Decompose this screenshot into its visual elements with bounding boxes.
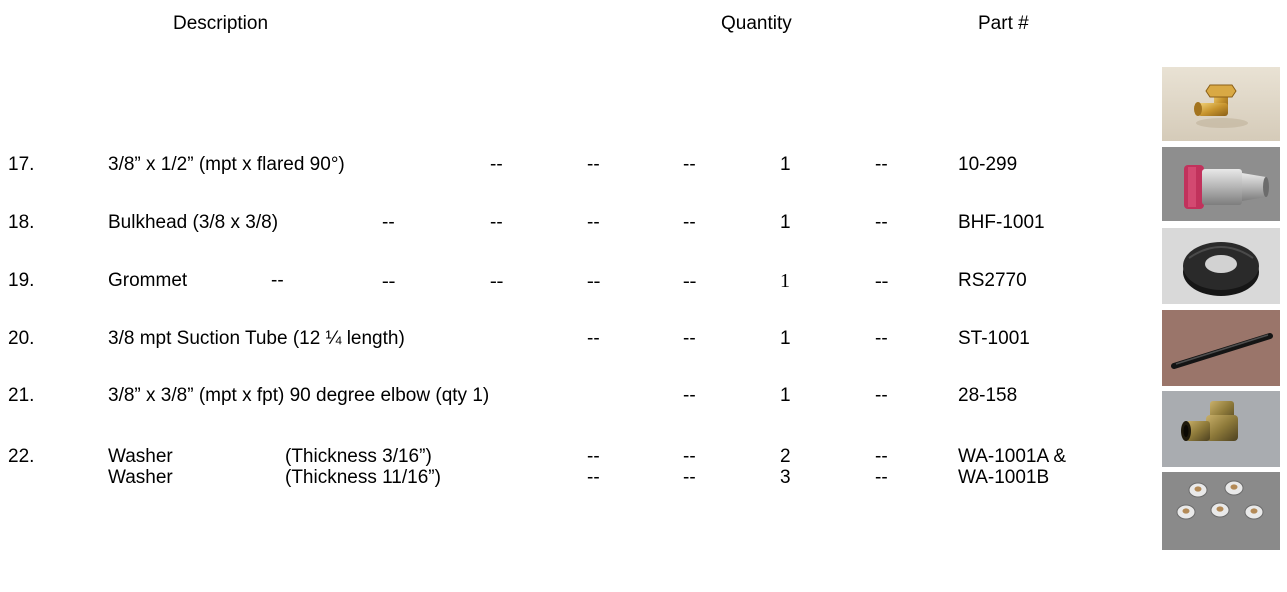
item-part-number: ST-1001: [958, 328, 1030, 349]
item-quantity: 1: [780, 385, 791, 406]
item-spec: (Thickness 3/16”): [285, 446, 432, 467]
dash: --: [382, 270, 396, 292]
washers-icon: [1162, 472, 1280, 550]
item-quantity: 1: [780, 328, 791, 349]
dash: --: [875, 212, 888, 233]
dash: --: [490, 154, 503, 175]
dash: --: [490, 212, 503, 233]
brass-elbow-icon: [1162, 391, 1280, 467]
item-number: 20.: [8, 328, 35, 349]
item-quantity: 3: [780, 467, 791, 488]
dash: --: [875, 467, 888, 488]
item-number: 22.: [8, 446, 35, 467]
dash: --: [382, 212, 395, 233]
dash: --: [875, 446, 888, 467]
dash: --: [271, 270, 284, 291]
dash: --: [587, 270, 601, 292]
dash: --: [587, 467, 600, 488]
dash: --: [875, 154, 888, 175]
suction-tube-icon: [1162, 310, 1280, 386]
item-number: 21.: [8, 385, 35, 406]
item-part-number: WA-1001A &: [958, 446, 1067, 467]
dash: --: [587, 446, 600, 467]
item-part-number: 28-158: [958, 385, 1018, 406]
item-description: Bulkhead (3/8 x 3/8): [108, 212, 279, 233]
dash: --: [683, 328, 696, 349]
item-number: 18.: [8, 212, 35, 233]
dash: --: [587, 212, 600, 233]
dash: --: [683, 270, 697, 292]
dash: --: [683, 385, 696, 406]
item-part-number: 10-299: [958, 154, 1018, 175]
item-description: Washer: [108, 467, 173, 488]
item-quantity: 1: [780, 270, 790, 292]
item-number: 19.: [8, 270, 35, 291]
brass-90-elbow-fitting-icon: [1162, 67, 1280, 141]
dash: --: [875, 328, 888, 349]
dash: --: [683, 446, 696, 467]
header-description: Description: [173, 13, 269, 34]
item-description: Grommet: [108, 270, 188, 291]
item-description: 3/8” x 3/8” (mpt x fpt) 90 degree elbow …: [108, 385, 490, 406]
item-description: 3/8 mpt Suction Tube (12 ¼ length): [108, 328, 405, 349]
header-quantity: Quantity: [721, 13, 792, 34]
item-spec: (Thickness 11/16”): [285, 467, 441, 488]
dash: --: [875, 385, 888, 406]
dash: --: [875, 270, 889, 292]
dash: --: [587, 328, 600, 349]
item-part-number: BHF-1001: [958, 212, 1045, 233]
item-quantity: 2: [780, 446, 791, 467]
dash: --: [683, 212, 696, 233]
header-part-number: Part #: [978, 13, 1029, 34]
item-quantity: 1: [780, 212, 791, 233]
dash: --: [683, 154, 696, 175]
dash: --: [683, 467, 696, 488]
item-description: 3/8” x 1/2” (mpt x flared 90°): [108, 154, 345, 175]
item-part-number: WA-1001B: [958, 467, 1050, 488]
item-part-number: RS2770: [958, 270, 1027, 291]
aluminum-bulkhead-fitting-icon: [1162, 147, 1280, 221]
rubber-grommet-icon: [1162, 228, 1280, 304]
dash: --: [587, 154, 600, 175]
item-description: Washer: [108, 446, 173, 467]
dash: --: [490, 270, 504, 292]
item-number: 17.: [8, 154, 35, 175]
item-quantity: 1: [780, 154, 791, 175]
